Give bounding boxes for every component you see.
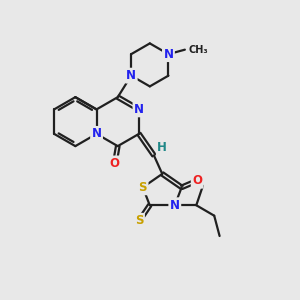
Text: N: N <box>170 199 180 212</box>
Text: S: S <box>135 214 143 227</box>
Text: H: H <box>157 141 167 154</box>
Text: O: O <box>192 174 202 187</box>
Text: O: O <box>110 157 120 170</box>
Text: N: N <box>126 69 136 82</box>
Text: N: N <box>164 48 173 61</box>
Text: S: S <box>139 181 147 194</box>
Text: CH₃: CH₃ <box>188 45 208 55</box>
Text: N: N <box>92 128 102 140</box>
Text: N: N <box>134 103 144 116</box>
